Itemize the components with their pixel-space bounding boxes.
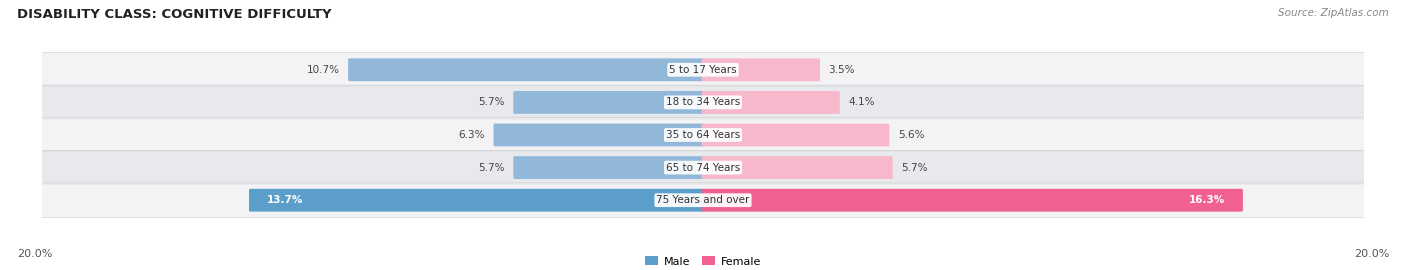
FancyBboxPatch shape [41,52,1365,87]
Text: 75 Years and over: 75 Years and over [657,195,749,205]
FancyBboxPatch shape [702,91,839,114]
Text: 13.7%: 13.7% [267,195,304,205]
FancyBboxPatch shape [513,91,704,114]
Text: 5.7%: 5.7% [901,163,928,173]
Text: 20.0%: 20.0% [17,249,52,259]
Text: 10.7%: 10.7% [307,65,339,75]
Text: 6.3%: 6.3% [458,130,485,140]
Text: 3.5%: 3.5% [828,65,855,75]
Text: 18 to 34 Years: 18 to 34 Years [666,97,740,107]
FancyBboxPatch shape [41,150,1365,185]
FancyBboxPatch shape [349,58,704,81]
Text: 4.1%: 4.1% [848,97,875,107]
Text: 5 to 17 Years: 5 to 17 Years [669,65,737,75]
Text: 5.6%: 5.6% [898,130,924,140]
Legend: Male, Female: Male, Female [641,252,765,270]
Text: 5.7%: 5.7% [478,97,505,107]
FancyBboxPatch shape [702,58,820,81]
FancyBboxPatch shape [41,183,1365,218]
Text: 20.0%: 20.0% [1354,249,1389,259]
Text: 65 to 74 Years: 65 to 74 Years [666,163,740,173]
FancyBboxPatch shape [41,85,1365,120]
FancyBboxPatch shape [494,124,704,146]
FancyBboxPatch shape [249,189,704,212]
FancyBboxPatch shape [702,124,890,146]
FancyBboxPatch shape [41,118,1365,152]
Text: 35 to 64 Years: 35 to 64 Years [666,130,740,140]
Text: DISABILITY CLASS: COGNITIVE DIFFICULTY: DISABILITY CLASS: COGNITIVE DIFFICULTY [17,8,332,21]
Text: Source: ZipAtlas.com: Source: ZipAtlas.com [1278,8,1389,18]
Text: 5.7%: 5.7% [478,163,505,173]
FancyBboxPatch shape [702,189,1243,212]
FancyBboxPatch shape [702,156,893,179]
Text: 16.3%: 16.3% [1189,195,1225,205]
FancyBboxPatch shape [513,156,704,179]
